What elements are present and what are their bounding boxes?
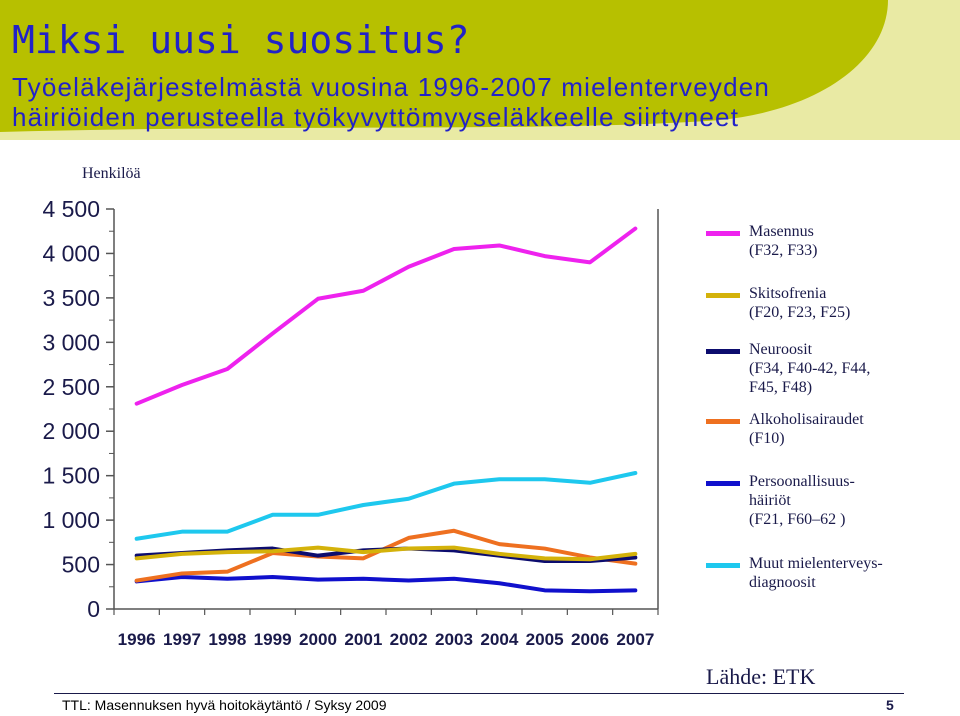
subtitle-line-2: häiriöiden perusteella työkyvyttömyyselä… (12, 102, 740, 132)
x-tick-label: 1996 (118, 630, 156, 649)
y-tick-label: 1 000 (42, 507, 100, 533)
x-tick-label: 2002 (390, 630, 428, 649)
slide-title: Miksi uusi suositus? (12, 18, 470, 62)
footer-divider (54, 693, 904, 694)
series-line (134, 575, 638, 594)
x-tick-label: 1999 (254, 630, 292, 649)
y-tick-label: 3 000 (42, 329, 100, 355)
legend-label: Persoonallisuus- häiriöt (F21, F60–62 ) (749, 473, 855, 528)
legend-swatch (706, 293, 740, 298)
series-line (134, 471, 638, 541)
x-tick-label: 2005 (526, 630, 564, 649)
x-tick-label: 2007 (616, 630, 654, 649)
series-line (134, 528, 638, 583)
slide-subtitle: Työeläkejärjestelmästä vuosina 1996-2007… (12, 72, 770, 132)
legend-swatch (706, 231, 740, 236)
y-tick-label: 500 (62, 552, 100, 578)
x-tick-label: 2004 (480, 630, 519, 649)
page-number: 5 (886, 697, 894, 713)
source-note: Lähde: ETK (706, 664, 816, 689)
x-tick-label: 2001 (344, 630, 382, 649)
legend-label: Neuroosit (F34, F40-42, F44, F45, F48) (749, 341, 871, 396)
subtitle-line-1: Työeläkejärjestelmästä vuosina 1996-2007… (12, 72, 771, 102)
y-tick-label: 4 000 (42, 240, 100, 266)
legend-swatch (706, 419, 740, 424)
y-tick-label: 1 500 (42, 463, 100, 489)
x-tick-label: 2003 (435, 630, 473, 649)
banner-green-shape (0, 0, 888, 132)
legend-swatch (706, 481, 740, 486)
title-banner (0, 0, 960, 140)
y-tick-label: 2 000 (42, 418, 100, 444)
legend-label: Masennus (F32, F33) (749, 223, 818, 259)
x-tick-label: 1998 (208, 630, 246, 649)
legend-swatch (706, 349, 740, 354)
y-axis-title: Henkilöä (82, 165, 141, 182)
series-line (134, 545, 638, 562)
y-tick-label: 0 (87, 596, 100, 622)
legend-label: Alkoholisairaudet (F10) (749, 411, 864, 447)
legend-label: Muut mielenterveys- diagnoosit (749, 555, 883, 591)
y-tick-label: 3 500 (42, 285, 100, 311)
y-tick-label: 2 500 (42, 374, 100, 400)
legend-label: Skitsofrenia (F20, F23, F25) (749, 285, 851, 321)
legend-swatch (706, 563, 740, 568)
y-tick-label: 4 500 (42, 196, 100, 222)
series-line (134, 226, 638, 406)
x-tick-label: 2000 (299, 630, 337, 649)
x-tick-label: 2006 (571, 630, 609, 649)
footer-text: TTL: Masennuksen hyvä hoitokäytäntö / Sy… (62, 697, 387, 713)
x-tick-label: 1997 (163, 630, 201, 649)
